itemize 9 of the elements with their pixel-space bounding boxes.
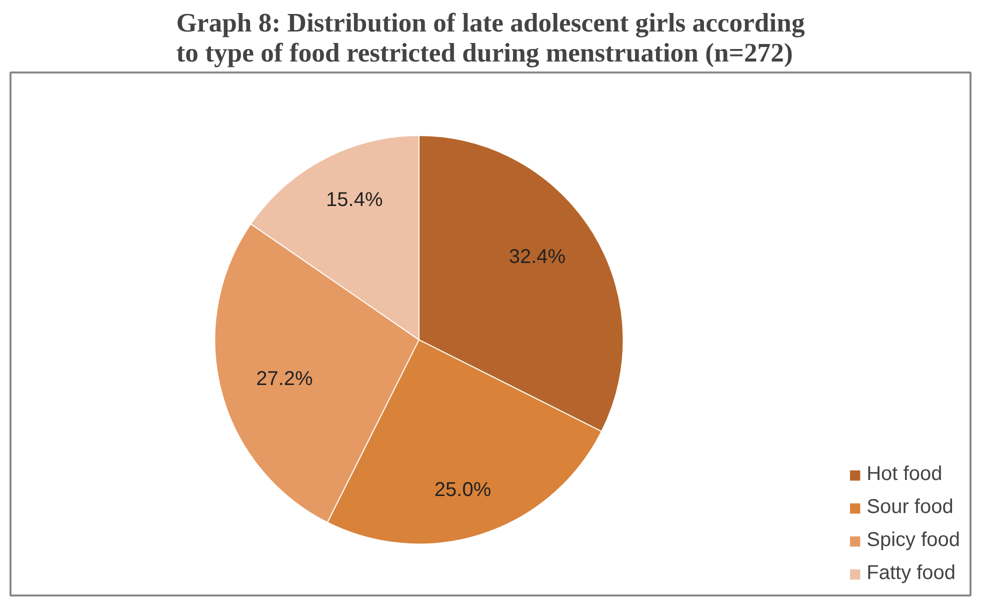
legend-label: Spicy food xyxy=(866,529,960,552)
data-label: 25.0% xyxy=(434,478,492,501)
legend-label: Fatty food xyxy=(866,562,956,585)
legend-label: Sour food xyxy=(866,496,954,519)
chart-title: Graph 8: Distribution of late adolescent girls according to type of food restricted during menstruation (n=272) xyxy=(176,8,806,68)
legend-label: Hot food xyxy=(866,463,942,486)
data-label: 27.2% xyxy=(256,368,314,390)
data-label: 32.4% xyxy=(508,246,566,268)
data-label: 15.4% xyxy=(326,188,383,211)
